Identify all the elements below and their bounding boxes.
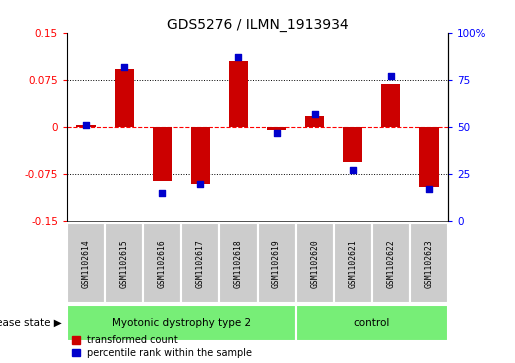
Bar bbox=[219, 223, 258, 303]
Text: GSM1102621: GSM1102621 bbox=[348, 239, 357, 287]
Point bbox=[349, 168, 357, 174]
Bar bbox=[410, 223, 448, 303]
Text: Myotonic dystrophy type 2: Myotonic dystrophy type 2 bbox=[112, 318, 251, 328]
Bar bbox=[267, 127, 286, 130]
Point bbox=[425, 187, 433, 192]
Bar bbox=[372, 223, 410, 303]
Bar bbox=[296, 223, 334, 303]
Text: GSM1102615: GSM1102615 bbox=[119, 239, 129, 287]
Text: GSM1102622: GSM1102622 bbox=[386, 239, 396, 287]
Bar bbox=[382, 84, 401, 127]
Point bbox=[387, 73, 395, 79]
Point bbox=[196, 181, 204, 187]
Bar bbox=[114, 69, 134, 127]
Bar bbox=[105, 223, 143, 303]
Legend: transformed count, percentile rank within the sample: transformed count, percentile rank withi… bbox=[72, 335, 252, 358]
Bar bbox=[419, 127, 439, 187]
Text: GSM1102623: GSM1102623 bbox=[424, 239, 434, 287]
Bar bbox=[344, 127, 363, 162]
Bar bbox=[76, 125, 96, 127]
Point bbox=[272, 130, 281, 136]
Bar bbox=[181, 223, 219, 303]
Point bbox=[234, 54, 243, 60]
Bar bbox=[153, 127, 172, 180]
Point bbox=[158, 190, 166, 196]
Text: control: control bbox=[354, 318, 390, 328]
Point bbox=[311, 111, 319, 117]
Bar bbox=[258, 223, 296, 303]
Text: GSM1102617: GSM1102617 bbox=[196, 239, 205, 287]
Bar bbox=[67, 223, 105, 303]
Title: GDS5276 / ILMN_1913934: GDS5276 / ILMN_1913934 bbox=[167, 18, 348, 32]
Text: GSM1102619: GSM1102619 bbox=[272, 239, 281, 287]
Bar bbox=[229, 61, 248, 127]
Bar bbox=[191, 127, 210, 184]
Text: disease state ▶: disease state ▶ bbox=[0, 318, 62, 328]
Text: GSM1102618: GSM1102618 bbox=[234, 239, 243, 287]
Bar bbox=[67, 305, 296, 341]
Text: GSM1102614: GSM1102614 bbox=[81, 239, 91, 287]
Bar bbox=[305, 116, 324, 127]
Bar bbox=[296, 305, 448, 341]
Text: GSM1102616: GSM1102616 bbox=[158, 239, 167, 287]
Text: GSM1102620: GSM1102620 bbox=[310, 239, 319, 287]
Point bbox=[82, 122, 90, 128]
Point bbox=[120, 64, 128, 70]
Bar bbox=[143, 223, 181, 303]
Bar bbox=[334, 223, 372, 303]
